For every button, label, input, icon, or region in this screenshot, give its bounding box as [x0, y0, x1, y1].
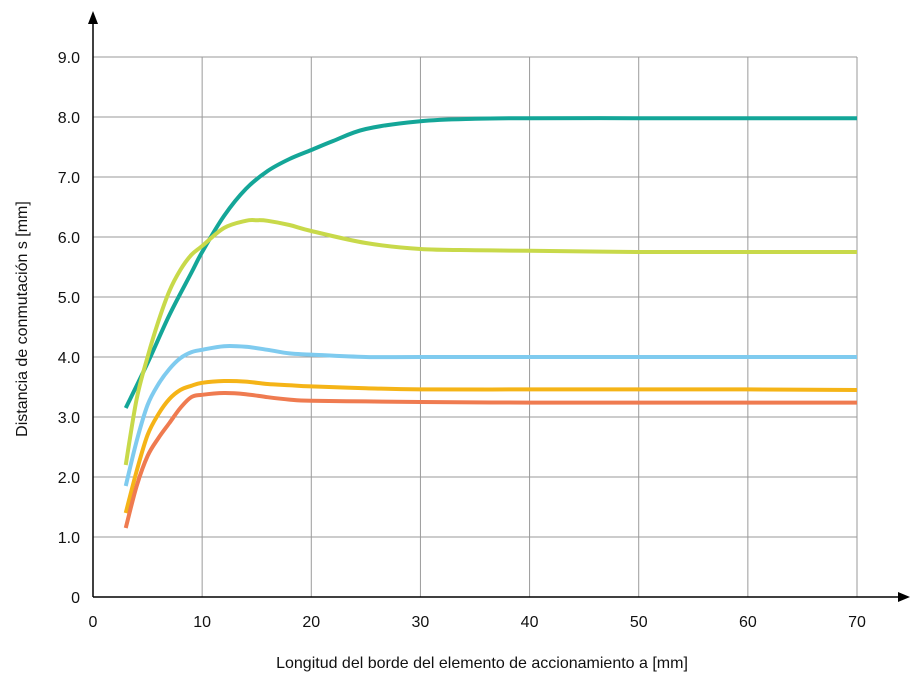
x-tick-label: 70 — [848, 614, 866, 631]
y-tick-label: 4.0 — [58, 350, 80, 367]
y-tick-label: 7.0 — [58, 170, 80, 187]
series-line-3 — [123, 343, 857, 487]
y-tick-label: 5.0 — [58, 290, 80, 307]
x-axis-arrow-icon — [898, 592, 910, 602]
y-axis-label: Distancia de conmutación s [mm] — [14, 201, 31, 437]
x-tick-label: 10 — [193, 614, 211, 631]
y-tick-label: 2.0 — [58, 470, 80, 487]
tick-labels: 0 10 20 30 40 50 60 70 0 1.0 2.0 3.0 4.0 5.0 6.0 7.0 8.0… — [58, 50, 866, 631]
series-line-2 — [123, 218, 857, 466]
x-tick-label: 50 — [630, 614, 648, 631]
y-tick-label: 0 — [71, 590, 80, 607]
series-line-1 — [123, 116, 857, 409]
series-line-4 — [123, 378, 858, 514]
x-tick-label: 0 — [89, 614, 98, 631]
x-tick-label: 60 — [739, 614, 757, 631]
y-tick-label: 6.0 — [58, 230, 80, 247]
series-group — [123, 116, 858, 529]
y-tick-label: 3.0 — [58, 410, 80, 427]
series-line-5 — [123, 390, 857, 529]
x-tick-label: 30 — [412, 614, 430, 631]
axes — [88, 11, 910, 602]
y-tick-label: 8.0 — [58, 110, 80, 127]
y-tick-label: 1.0 — [58, 530, 80, 547]
x-axis-label: Longitud del borde del elemento de accio… — [276, 655, 688, 672]
y-axis-arrow-icon — [88, 11, 98, 24]
grid — [93, 56, 858, 597]
y-tick-label: 9.0 — [58, 50, 80, 67]
x-tick-label: 40 — [521, 614, 539, 631]
x-tick-label: 20 — [302, 614, 320, 631]
